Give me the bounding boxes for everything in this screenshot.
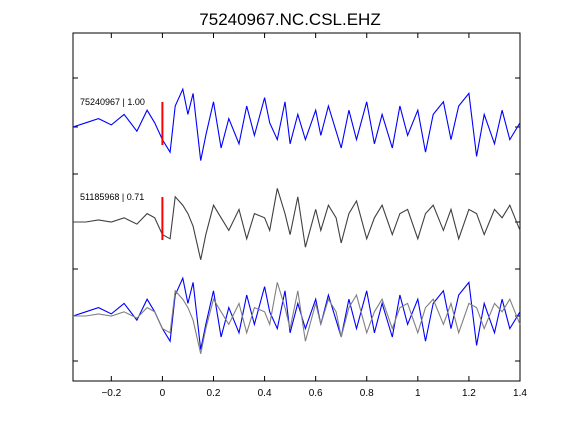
x-tick-label: −0.2: [101, 388, 121, 399]
x-tick-label: 0.4: [258, 388, 272, 399]
trace-label: 75240967 | 1.00: [80, 97, 145, 107]
trace-label: 51185968 | 0.71: [80, 192, 144, 202]
x-tick-label: 0: [160, 388, 166, 399]
x-tick-label: 0.2: [207, 388, 221, 399]
trace-line: [73, 188, 521, 260]
x-tick-label: 1.4: [513, 388, 527, 399]
axis-ticks: −0.2 0 0.2 0.4 0.6 0.8 1 1.2 1.4: [73, 33, 527, 399]
trace-group: 75240967 | 1.00 51185968 | 0.71: [72, 87, 521, 354]
x-tick-label: 1.2: [462, 388, 476, 399]
plot-frame: [72, 32, 521, 382]
x-tick-label: 0.8: [360, 388, 374, 399]
trace-line: [73, 282, 521, 354]
x-tick-label: 1: [415, 388, 421, 399]
trace-line: [72, 87, 521, 161]
trace-line: [72, 276, 521, 350]
chart-title: 75240967.NC.CSL.EHZ: [199, 10, 380, 29]
x-tick-label: 0.6: [309, 388, 323, 399]
